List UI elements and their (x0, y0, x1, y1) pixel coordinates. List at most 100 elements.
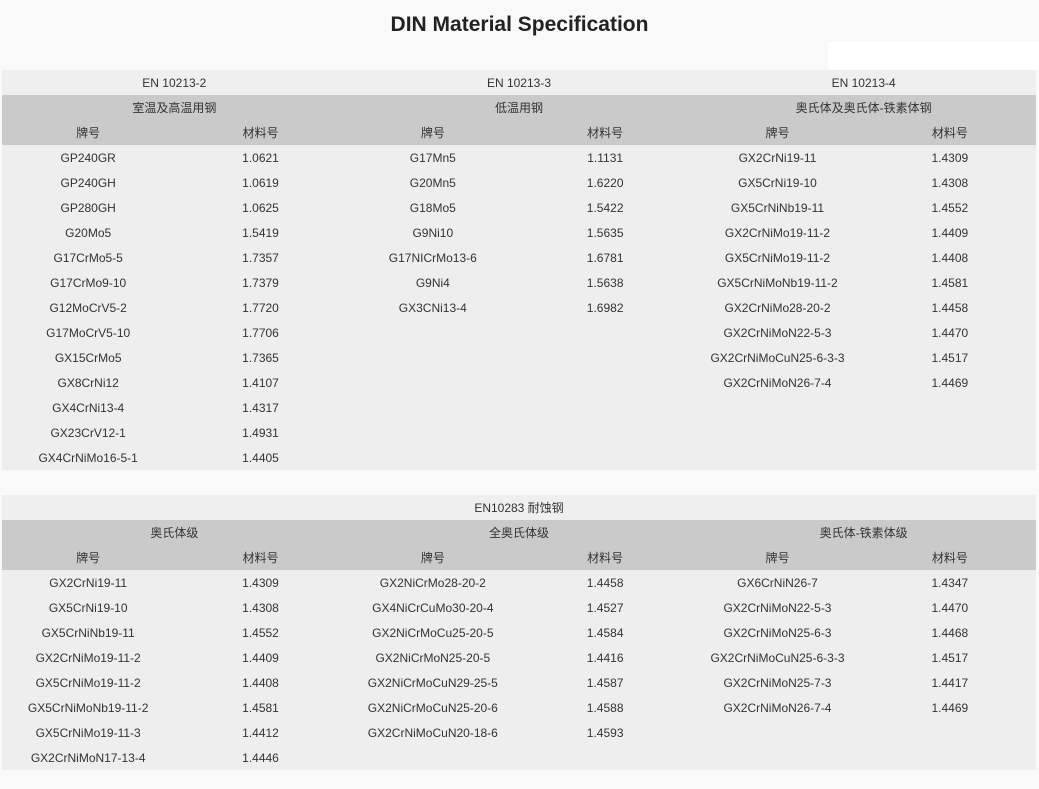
material-number-cell: 1.7706 (174, 320, 347, 345)
material-number-cell: 1.4468 (863, 620, 1036, 645)
material-number-cell: 1.4412 (174, 720, 347, 745)
grade-cell: GX2CrNiMoN25-6-3 (691, 620, 864, 645)
material-number-cell: 1.4469 (863, 370, 1036, 395)
material-number-header: 材料号 (174, 545, 347, 570)
material-number-cell: 1.5422 (518, 195, 692, 220)
material-number-cell (518, 445, 692, 470)
grade-cell (346, 395, 519, 420)
background-patch (828, 42, 1039, 70)
table-row: G12MoCrV5-2 1.7720 GX3CNi13-4 1.6982 GX2CrNi… (2, 295, 1036, 320)
material-number-cell: 1.4527 (518, 595, 692, 620)
material-number-cell: 1.6781 (518, 245, 692, 270)
group-header: 全奥氏体级 (346, 520, 692, 545)
material-number-cell: 1.4581 (863, 270, 1036, 295)
standard-header: EN 10213-2 (2, 70, 347, 95)
material-number-cell: 1.4587 (518, 670, 692, 695)
grade-cell: G9Ni4 (346, 270, 519, 295)
material-number-cell (863, 745, 1036, 770)
material-number-cell (518, 320, 692, 345)
grade-header: 牌号 (691, 545, 864, 570)
column-header-row: 牌号 材料号 牌号 材料号 牌号 材料号 (2, 545, 1036, 570)
table-row: GX5CrNi19-10 1.4308 GX4NiCrCuMo30-20-4 1.45… (2, 595, 1036, 620)
grade-cell: GX2NiCrMoCuN29-25-5 (346, 670, 519, 695)
material-number-cell: 1.5635 (518, 220, 692, 245)
table-row: G17MoCrV5-10 1.7706 GX2CrNiMoN22-5-3 1.4470 (2, 320, 1036, 345)
material-number-header: 材料号 (518, 545, 692, 570)
standard-header: EN 10213-4 (691, 70, 1036, 95)
grade-cell: GX5CrNiNb19-11 (2, 620, 175, 645)
grade-header: 牌号 (2, 120, 175, 145)
grade-cell: GX4CrNi13-4 (2, 395, 175, 420)
grade-cell (346, 345, 519, 370)
material-number-cell (863, 445, 1036, 470)
material-number-cell (518, 370, 692, 395)
standard-row: EN10283 耐蚀钢 (2, 495, 1036, 520)
material-number-cell: 1.6982 (518, 295, 692, 320)
grade-cell: GX6CrNiN26-7 (691, 570, 864, 595)
grade-cell (691, 395, 864, 420)
grade-header: 牌号 (2, 545, 175, 570)
table-row: GX4CrNi13-4 1.4317 (2, 395, 1036, 420)
material-number-header: 材料号 (518, 120, 692, 145)
table-row: GX2CrNiMoN17-13-4 1.4446 (2, 745, 1036, 770)
grade-cell: GX2CrNiMo19-11-2 (691, 220, 864, 245)
grade-header: 牌号 (691, 120, 864, 145)
grade-cell: GX2NiCrMo28-20-2 (346, 570, 519, 595)
group-row: 奥氏体级 全奥氏体级 奥氏体-铁素体级 (2, 520, 1036, 545)
material-number-cell: 1.4317 (174, 395, 347, 420)
table-row: GX2CrNiMo19-11-2 1.4409 GX2NiCrMoN25-20-5 1… (2, 645, 1036, 670)
grade-cell: GX2CrNiMoN17-13-4 (2, 745, 175, 770)
material-number-cell: 1.4347 (863, 570, 1036, 595)
material-number-header: 材料号 (863, 120, 1036, 145)
grade-cell: GP240GR (2, 145, 175, 170)
material-number-cell: 1.4588 (518, 695, 692, 720)
grade-header: 牌号 (346, 120, 519, 145)
table-row: GX5CrNiMo19-11-2 1.4408 GX2NiCrMoCuN29-25-… (2, 670, 1036, 695)
table-row: GX2CrNi19-11 1.4309 GX2NiCrMo28-20-2 1.4458… (2, 570, 1036, 595)
material-number-cell: 1.7365 (174, 345, 347, 370)
table-row: GX5CrNiNb19-11 1.4552 GX2NiCrMoCu25-20-5 1.… (2, 620, 1036, 645)
grade-cell (346, 320, 519, 345)
standard-header: EN10283 耐蚀钢 (2, 495, 1036, 520)
group-header: 低温用钢 (346, 95, 692, 120)
material-number-cell: 1.4458 (863, 295, 1036, 320)
table-row: G20Mo5 1.5419 G9Ni10 1.5635 GX2CrNiMo19-11-2… (2, 220, 1036, 245)
grade-cell: GX2CrNiMoCuN25-6-3-3 (691, 645, 864, 670)
material-number-cell: 1.4107 (174, 370, 347, 395)
grade-cell: GX5CrNi19-10 (691, 170, 864, 195)
material-number-cell (518, 345, 692, 370)
grade-cell: GX5CrNiMoNb19-11-2 (691, 270, 864, 295)
group-row: 室温及高温用钢 低温用钢 奥氏体及奥氏体-铁素体钢 (2, 95, 1036, 120)
group-header: 奥氏体及奥氏体-铁素体钢 (691, 95, 1036, 120)
table-row: G17CrMo5-5 1.7357 G17NICrMo13-6 1.6781 GX5Cr… (2, 245, 1036, 270)
grade-cell: G17Mn5 (346, 145, 519, 170)
material-number-cell (518, 745, 692, 770)
table-row: GP240GR 1.0621 G17Mn5 1.1131 GX2CrNi19-11 1.4… (2, 145, 1036, 170)
material-number-cell (863, 420, 1036, 445)
material-number-cell: 1.4931 (174, 420, 347, 445)
material-number-header: 材料号 (174, 120, 347, 145)
grade-cell: GX2CrNiMoCuN25-6-3-3 (691, 345, 864, 370)
grade-cell: GX2CrNiMoN22-5-3 (691, 320, 864, 345)
material-number-cell (863, 720, 1036, 745)
material-number-cell: 1.7720 (174, 295, 347, 320)
material-number-cell: 1.1131 (518, 145, 692, 170)
grade-cell (346, 420, 519, 445)
grade-cell: GX15CrMo5 (2, 345, 175, 370)
table-row: GX5CrNiMo19-11-3 1.4412 GX2CrNiMoCuN20-18-… (2, 720, 1036, 745)
grade-cell: GX5CrNiMo19-11-2 (2, 670, 175, 695)
material-number-header: 材料号 (863, 545, 1036, 570)
grade-cell: GX2CrNiMoN26-7-4 (691, 695, 864, 720)
material-number-cell: 1.4308 (863, 170, 1036, 195)
material-number-cell (518, 395, 692, 420)
table-row: GX4CrNiMo16-5-1 1.4405 (2, 445, 1036, 470)
group-header: 奥氏体级 (2, 520, 347, 545)
material-number-cell: 1.4309 (174, 570, 347, 595)
table-row: GX15CrMo5 1.7365 GX2CrNiMoCuN25-6-3-3 1.451… (2, 345, 1036, 370)
grade-cell (346, 745, 519, 770)
grade-cell: GX3CNi13-4 (346, 295, 519, 320)
grade-cell: GP280GH (2, 195, 175, 220)
material-number-cell: 1.4446 (174, 745, 347, 770)
material-number-cell: 1.4409 (174, 645, 347, 670)
grade-cell: GX5CrNiMo19-11-2 (691, 245, 864, 270)
